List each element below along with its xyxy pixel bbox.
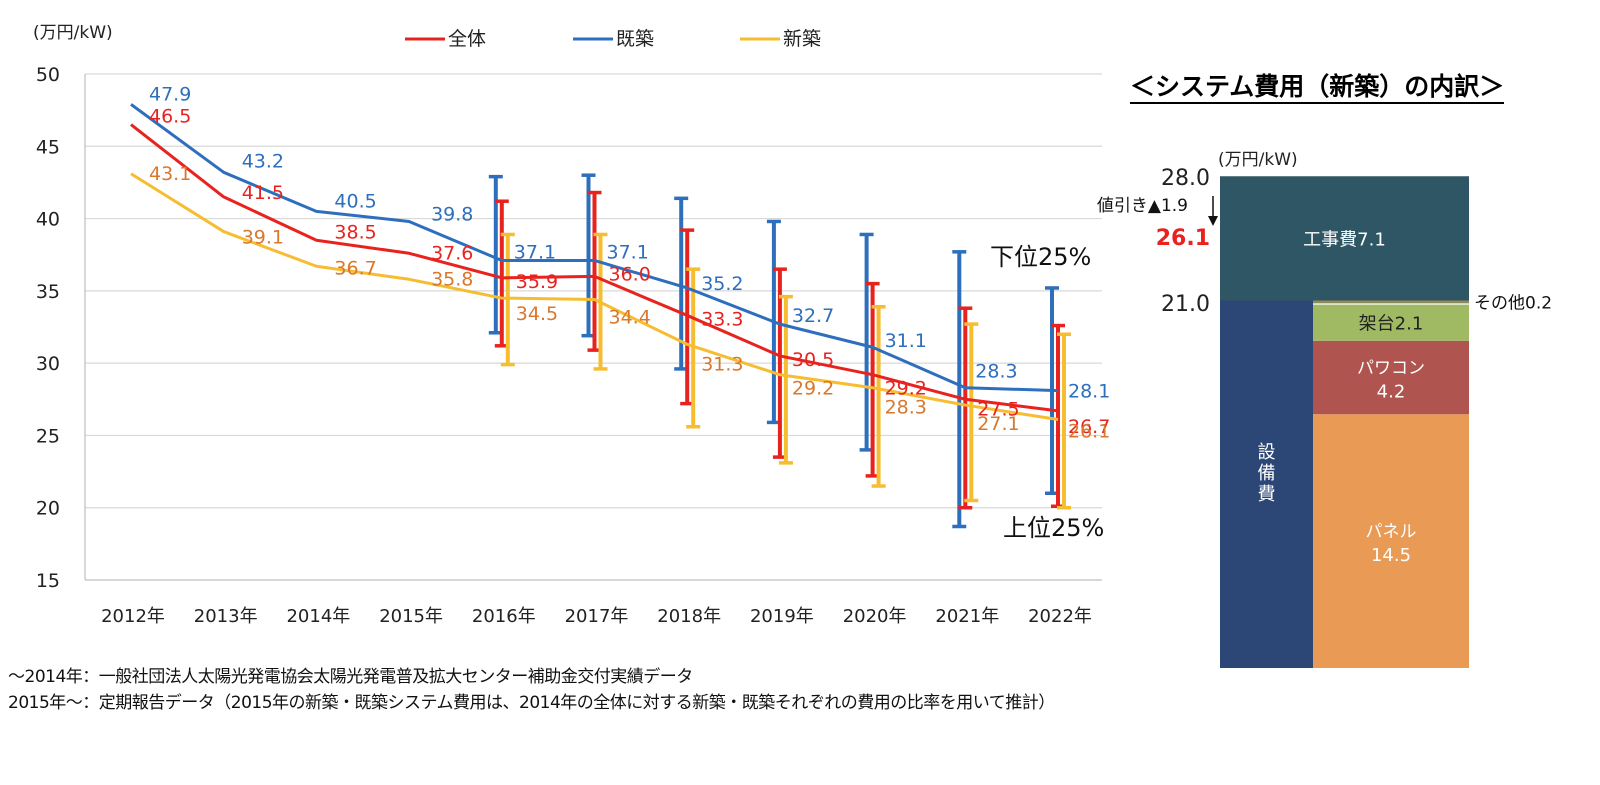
- segment-label: 工事費7.1: [1303, 229, 1386, 250]
- x-tick-label: 2022年: [1028, 606, 1092, 627]
- data-label: 40.5: [334, 190, 376, 212]
- error-bar: [964, 322, 979, 503]
- x-tick-label: 2016年: [472, 606, 536, 627]
- breakdown-equipment-level-label: 21.0: [1161, 292, 1210, 317]
- source-note-1: ～2014年：一般社団法人太陽光発電協会太陽光発電普及拡大センター補助金交付実績…: [8, 667, 693, 687]
- data-label: 34.5: [516, 303, 558, 325]
- data-label: 37.1: [514, 241, 556, 263]
- data-label: 35.9: [516, 271, 558, 293]
- error-bar: [1057, 332, 1071, 510]
- series-line-全体: [130, 123, 1059, 413]
- data-label: 37.1: [607, 241, 649, 263]
- data-label: 28.3: [885, 397, 927, 419]
- down-arrow-icon: [1208, 196, 1218, 226]
- segment-架台: [1313, 304, 1469, 341]
- data-label: 43.1: [149, 163, 191, 185]
- data-label: 26.7: [1068, 416, 1110, 438]
- series-line-新築: [130, 172, 1059, 422]
- line-chart: 15 20 25 30 35 40 45 50 2012年 2013年 2014年 2015年 2016…: [33, 23, 1110, 627]
- x-tick-label: 2012年: [101, 606, 165, 627]
- data-label: 29.2: [792, 378, 834, 400]
- x-tick-label: 2015年: [379, 606, 443, 627]
- y-tick-label: 15: [36, 570, 60, 592]
- annotation-upper-25: 上位25%: [1003, 514, 1104, 542]
- data-label: 27.1: [977, 413, 1019, 435]
- error-bar: [958, 306, 973, 510]
- data-label: 34.4: [609, 307, 651, 329]
- series-line-既築: [130, 103, 1059, 393]
- segment-value: 14.5: [1371, 545, 1411, 566]
- data-label: 33.3: [701, 308, 743, 330]
- source-note-2: 2015年～：定期報告データ（2015年の新築・既築システム費用は、2014年の…: [8, 693, 1055, 713]
- data-label: 29.2: [885, 378, 927, 400]
- axes: 15 20 25 30 35 40 45 50 2012年 2013年 2014年 2015年 2016…: [36, 64, 1102, 627]
- data-label: 39.8: [431, 203, 473, 225]
- x-tick-label: 2020年: [843, 606, 907, 627]
- data-label: 28.1: [1068, 381, 1110, 403]
- data-label: 46.5: [149, 106, 191, 128]
- equipment-group-label: 設備費: [1258, 442, 1276, 505]
- data-label: 31.1: [885, 330, 927, 352]
- segment-パネル: [1313, 414, 1469, 668]
- data-label: 26.1: [1068, 421, 1110, 443]
- segment-label: 架台2.1: [1359, 313, 1424, 334]
- legend-item: 新築: [740, 28, 821, 50]
- data-label: 37.6: [431, 242, 473, 264]
- y-tick-label: 30: [36, 353, 60, 375]
- breakdown-unit-label: (万円/kW): [1218, 150, 1298, 170]
- legend-item: 全体: [405, 28, 486, 50]
- x-tick-label: 2013年: [194, 606, 258, 627]
- segment-パワコン: [1313, 340, 1469, 415]
- legend: 全体 既築 新築: [405, 28, 821, 50]
- x-tick-label: 2017年: [565, 606, 629, 627]
- data-label: 31.3: [701, 353, 743, 375]
- y-tick-label: 20: [36, 498, 60, 520]
- legend-label: 全体: [448, 28, 486, 50]
- y-tick-label: 40: [36, 209, 60, 231]
- x-tick-label: 2021年: [935, 606, 999, 627]
- data-label: 27.5: [977, 398, 1019, 420]
- data-label: 35.2: [701, 273, 743, 295]
- data-label: 36.0: [609, 263, 651, 285]
- segment-value: 4.2: [1377, 382, 1406, 403]
- data-labels: 47.9 43.2 40.5 39.8 37.1 37.1 35.2 32.7 31.1 28.3…: [149, 83, 1110, 442]
- breakdown-total-label: 28.0: [1161, 166, 1210, 191]
- data-label: 35.8: [431, 268, 473, 290]
- series-lines: [130, 103, 1059, 422]
- data-label: 41.5: [242, 182, 284, 204]
- x-tick-label: 2014年: [286, 606, 350, 627]
- segment-label: パネル: [1366, 522, 1417, 542]
- data-label: 36.7: [334, 257, 376, 279]
- x-tick-label: 2019年: [750, 606, 814, 627]
- equipment-group-bar: [1220, 300, 1313, 668]
- y-tick-label: 35: [36, 281, 60, 303]
- y-tick-label: 50: [36, 64, 60, 86]
- error-bar: [871, 305, 886, 488]
- segment-その他: [1313, 300, 1469, 304]
- error-bar: [952, 250, 967, 529]
- data-label: 28.3: [975, 361, 1017, 383]
- segment-工事費: [1220, 176, 1469, 301]
- y-tick-label: 45: [36, 136, 60, 158]
- segment-label: その他0.2: [1474, 294, 1552, 314]
- error-bar: [686, 267, 701, 429]
- error-bars: [488, 173, 1071, 529]
- data-label: 38.5: [334, 221, 376, 243]
- segment-label: パワコン: [1357, 359, 1425, 379]
- annotation-lower-25: 下位25%: [990, 243, 1091, 271]
- data-label: 39.1: [242, 227, 284, 249]
- x-tick-label: 2018年: [657, 606, 721, 627]
- y-axis-unit-label: (万円/kW): [33, 23, 113, 43]
- data-label: 30.5: [792, 349, 834, 371]
- y-tick-label: 25: [36, 425, 60, 447]
- data-label: 47.9: [149, 83, 191, 105]
- data-label: 43.2: [242, 150, 284, 172]
- breakdown-title: ＜システム費用（新築）の内訳＞: [1130, 72, 1505, 104]
- data-label: 32.7: [792, 305, 834, 327]
- legend-label: 既築: [616, 28, 654, 50]
- legend-item: 既築: [573, 28, 654, 50]
- legend-label: 新築: [783, 28, 821, 50]
- net-price-label: 26.1: [1156, 226, 1210, 251]
